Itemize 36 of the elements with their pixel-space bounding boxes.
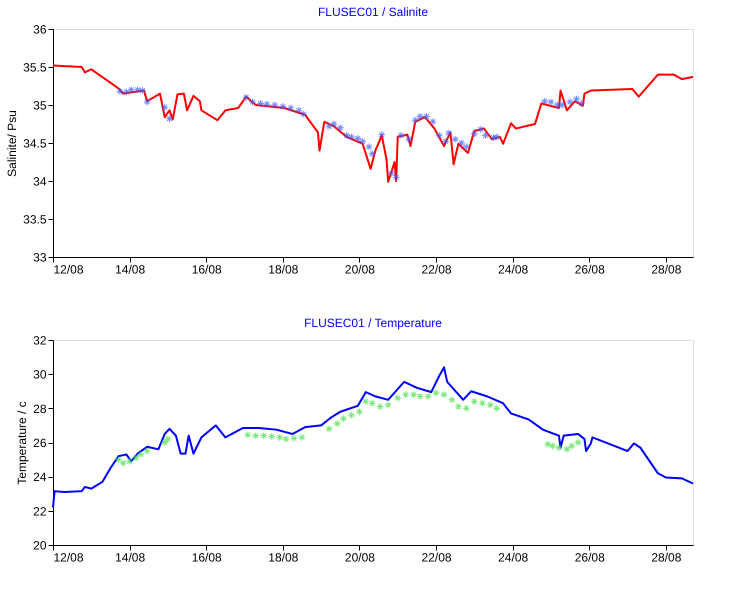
x-tick-label: 28/08 bbox=[651, 262, 682, 276]
x-tick-label: 24/08 bbox=[498, 262, 528, 276]
x-tick-label: 18/08 bbox=[268, 262, 299, 276]
y-tick-label: 30 bbox=[33, 368, 47, 382]
x-tick-label: 20/08 bbox=[344, 262, 376, 276]
x-tick-label: 28/08 bbox=[651, 550, 682, 564]
y-tick-label: 24 bbox=[33, 470, 47, 484]
x-tick-label: 16/08 bbox=[192, 262, 222, 276]
x-tick-label: 12/08 bbox=[54, 262, 84, 276]
y-tick-label: 33 bbox=[33, 250, 47, 264]
x-tick-label: 20/08 bbox=[344, 550, 376, 564]
y-tick-label: 35.5 bbox=[23, 60, 47, 74]
y-tick-label: 36 bbox=[33, 22, 47, 36]
x-tick-label: 26/08 bbox=[574, 550, 606, 564]
x-tick-label: 22/08 bbox=[422, 262, 452, 276]
y-tick-label: 33.5 bbox=[23, 212, 47, 226]
chart-title: FLUSEC01 / Temperature bbox=[304, 316, 442, 330]
y-tick-label: 28 bbox=[33, 402, 47, 416]
y-axis-title: Salinite/ Psu bbox=[5, 110, 20, 177]
x-tick-label: 12/08 bbox=[54, 550, 84, 564]
y-tick-label: 26 bbox=[33, 436, 47, 450]
y-axis-title: Temperature / c bbox=[15, 401, 30, 485]
y-tick-label: 34.5 bbox=[23, 136, 47, 150]
y-tick-label: 20 bbox=[33, 538, 47, 552]
x-tick-label: 16/08 bbox=[192, 550, 222, 564]
x-tick-label: 24/08 bbox=[498, 550, 528, 564]
x-tick-label: 22/08 bbox=[422, 550, 452, 564]
y-tick-label: 35 bbox=[33, 98, 47, 112]
y-tick-label: 32 bbox=[33, 334, 47, 348]
x-tick-label: 14/08 bbox=[115, 550, 146, 564]
x-tick-label: 18/08 bbox=[268, 550, 299, 564]
y-tick-label: 22 bbox=[33, 504, 47, 518]
y-tick-label: 34 bbox=[33, 174, 47, 188]
x-tick-label: 26/08 bbox=[574, 262, 606, 276]
chart-title: FLUSEC01 / Salinite bbox=[318, 5, 428, 19]
x-tick-label: 14/08 bbox=[115, 262, 146, 276]
